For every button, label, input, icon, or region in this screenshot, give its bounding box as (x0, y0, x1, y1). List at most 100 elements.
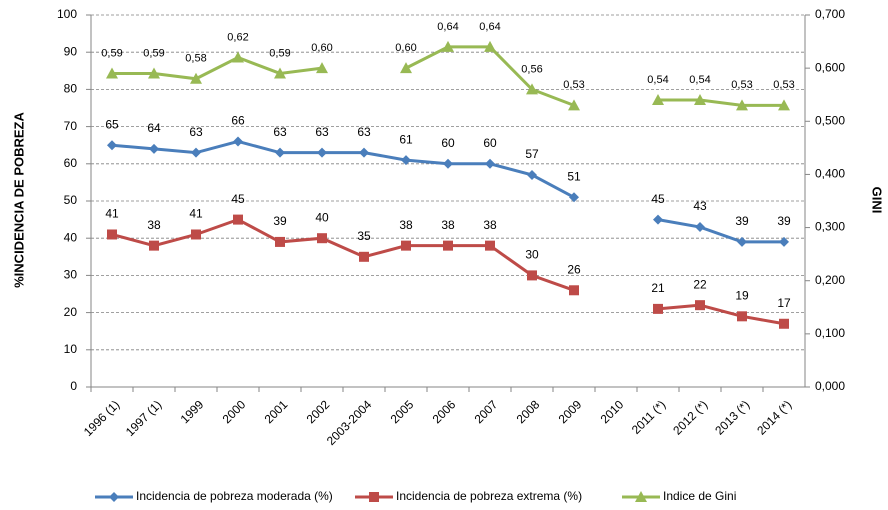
x-tick-label: 2006 (430, 397, 459, 426)
marker (568, 99, 580, 111)
marker (484, 40, 496, 52)
data-label: 41 (105, 207, 119, 221)
data-label: 0,62 (227, 31, 248, 43)
x-tick-label: 2012 (*) (670, 397, 710, 437)
data-label: 19 (735, 288, 749, 302)
marker (779, 236, 789, 247)
marker (191, 229, 201, 240)
y-tick-label: 30 (64, 268, 78, 282)
data-label: 38 (147, 218, 161, 232)
data-label: 60 (441, 136, 455, 150)
marker (191, 147, 201, 158)
y-tick-label: 20 (64, 305, 78, 319)
data-label: 0,64 (437, 21, 458, 33)
data-label: 0,56 (521, 63, 542, 75)
y2-tick-label: 0,600 (815, 60, 845, 74)
y-tick-label: 60 (64, 156, 78, 170)
y2-tick-label: 0,500 (815, 113, 845, 127)
marker (736, 99, 748, 111)
data-label: 43 (693, 199, 707, 213)
data-label: 0,60 (311, 42, 332, 54)
marker (737, 311, 747, 322)
data-label: 66 (231, 114, 245, 128)
marker (149, 240, 159, 251)
marker (527, 169, 537, 180)
data-label: 22 (693, 277, 707, 291)
legend-marker (109, 492, 119, 502)
y2-tick-label: 0,100 (815, 326, 845, 340)
y2-tick-label: 0,400 (815, 167, 845, 181)
data-label: 38 (483, 218, 497, 232)
marker (107, 229, 117, 240)
data-label: 41 (189, 207, 203, 221)
legend-label: Incidencia de pobreza moderada (%) (136, 489, 333, 503)
y-tick-label: 0 (70, 379, 77, 393)
data-label: 61 (399, 132, 413, 146)
y2-tick-label: 0,300 (815, 220, 845, 234)
data-label: 63 (315, 125, 329, 139)
series-line (657, 303, 785, 326)
data-label: 65 (105, 117, 119, 131)
data-label: 26 (567, 262, 581, 276)
marker (316, 62, 328, 74)
y-tick-label: 10 (64, 342, 78, 356)
marker (400, 62, 412, 74)
data-label: 0,54 (647, 74, 668, 86)
marker (107, 140, 117, 151)
marker (317, 233, 327, 244)
legend-label: Incidencia de pobreza extrema (%) (396, 489, 582, 503)
data-label: 45 (651, 192, 665, 206)
y-tick-label: 70 (64, 119, 78, 133)
marker (778, 99, 790, 111)
y2-axis-label: GINI (870, 187, 885, 214)
marker (275, 236, 285, 247)
marker (527, 270, 537, 281)
y-tick-label: 90 (64, 44, 78, 58)
marker (359, 147, 369, 158)
data-label: 30 (525, 248, 539, 262)
marker (317, 147, 327, 158)
x-tick-label: 2010 (598, 397, 627, 426)
y-tick-label: 80 (64, 82, 78, 96)
legend-marker (635, 491, 647, 502)
data-label: 0,59 (269, 47, 290, 59)
data-label: 0,60 (395, 42, 416, 54)
marker (695, 300, 705, 311)
marker (275, 147, 285, 158)
marker (652, 94, 664, 106)
marker (232, 51, 244, 63)
series-line (658, 98, 784, 107)
marker (442, 40, 454, 52)
data-label: 51 (567, 169, 581, 183)
y-tick-label: 40 (64, 230, 78, 244)
y2-tick-label: 0,000 (815, 379, 845, 393)
x-tick-label: 2002 (304, 397, 333, 426)
data-label: 0,53 (773, 79, 794, 91)
data-label: 0,59 (101, 47, 122, 59)
data-label: 63 (357, 125, 371, 139)
data-label: 39 (273, 214, 287, 228)
marker (779, 318, 789, 329)
data-label: 0,59 (143, 47, 164, 59)
marker (485, 158, 495, 169)
x-tick-label: 2008 (514, 397, 543, 426)
x-tick-label: 2003-2004 (324, 397, 375, 448)
marker (190, 72, 202, 84)
x-tick-label: 2009 (556, 397, 585, 426)
marker (233, 214, 243, 225)
data-label: 63 (273, 125, 287, 139)
marker (274, 67, 286, 79)
marker (526, 83, 538, 95)
data-label: 0,53 (563, 79, 584, 91)
marker (695, 222, 705, 233)
x-tick-label: 2013 (*) (712, 397, 752, 437)
marker (359, 251, 369, 262)
marker (148, 67, 160, 79)
data-label: 38 (399, 218, 413, 232)
marker (401, 240, 411, 251)
x-tick-label: 1999 (178, 397, 207, 426)
marker (485, 240, 495, 251)
data-label: 39 (735, 214, 749, 228)
x-tick-label: 2001 (262, 397, 291, 426)
